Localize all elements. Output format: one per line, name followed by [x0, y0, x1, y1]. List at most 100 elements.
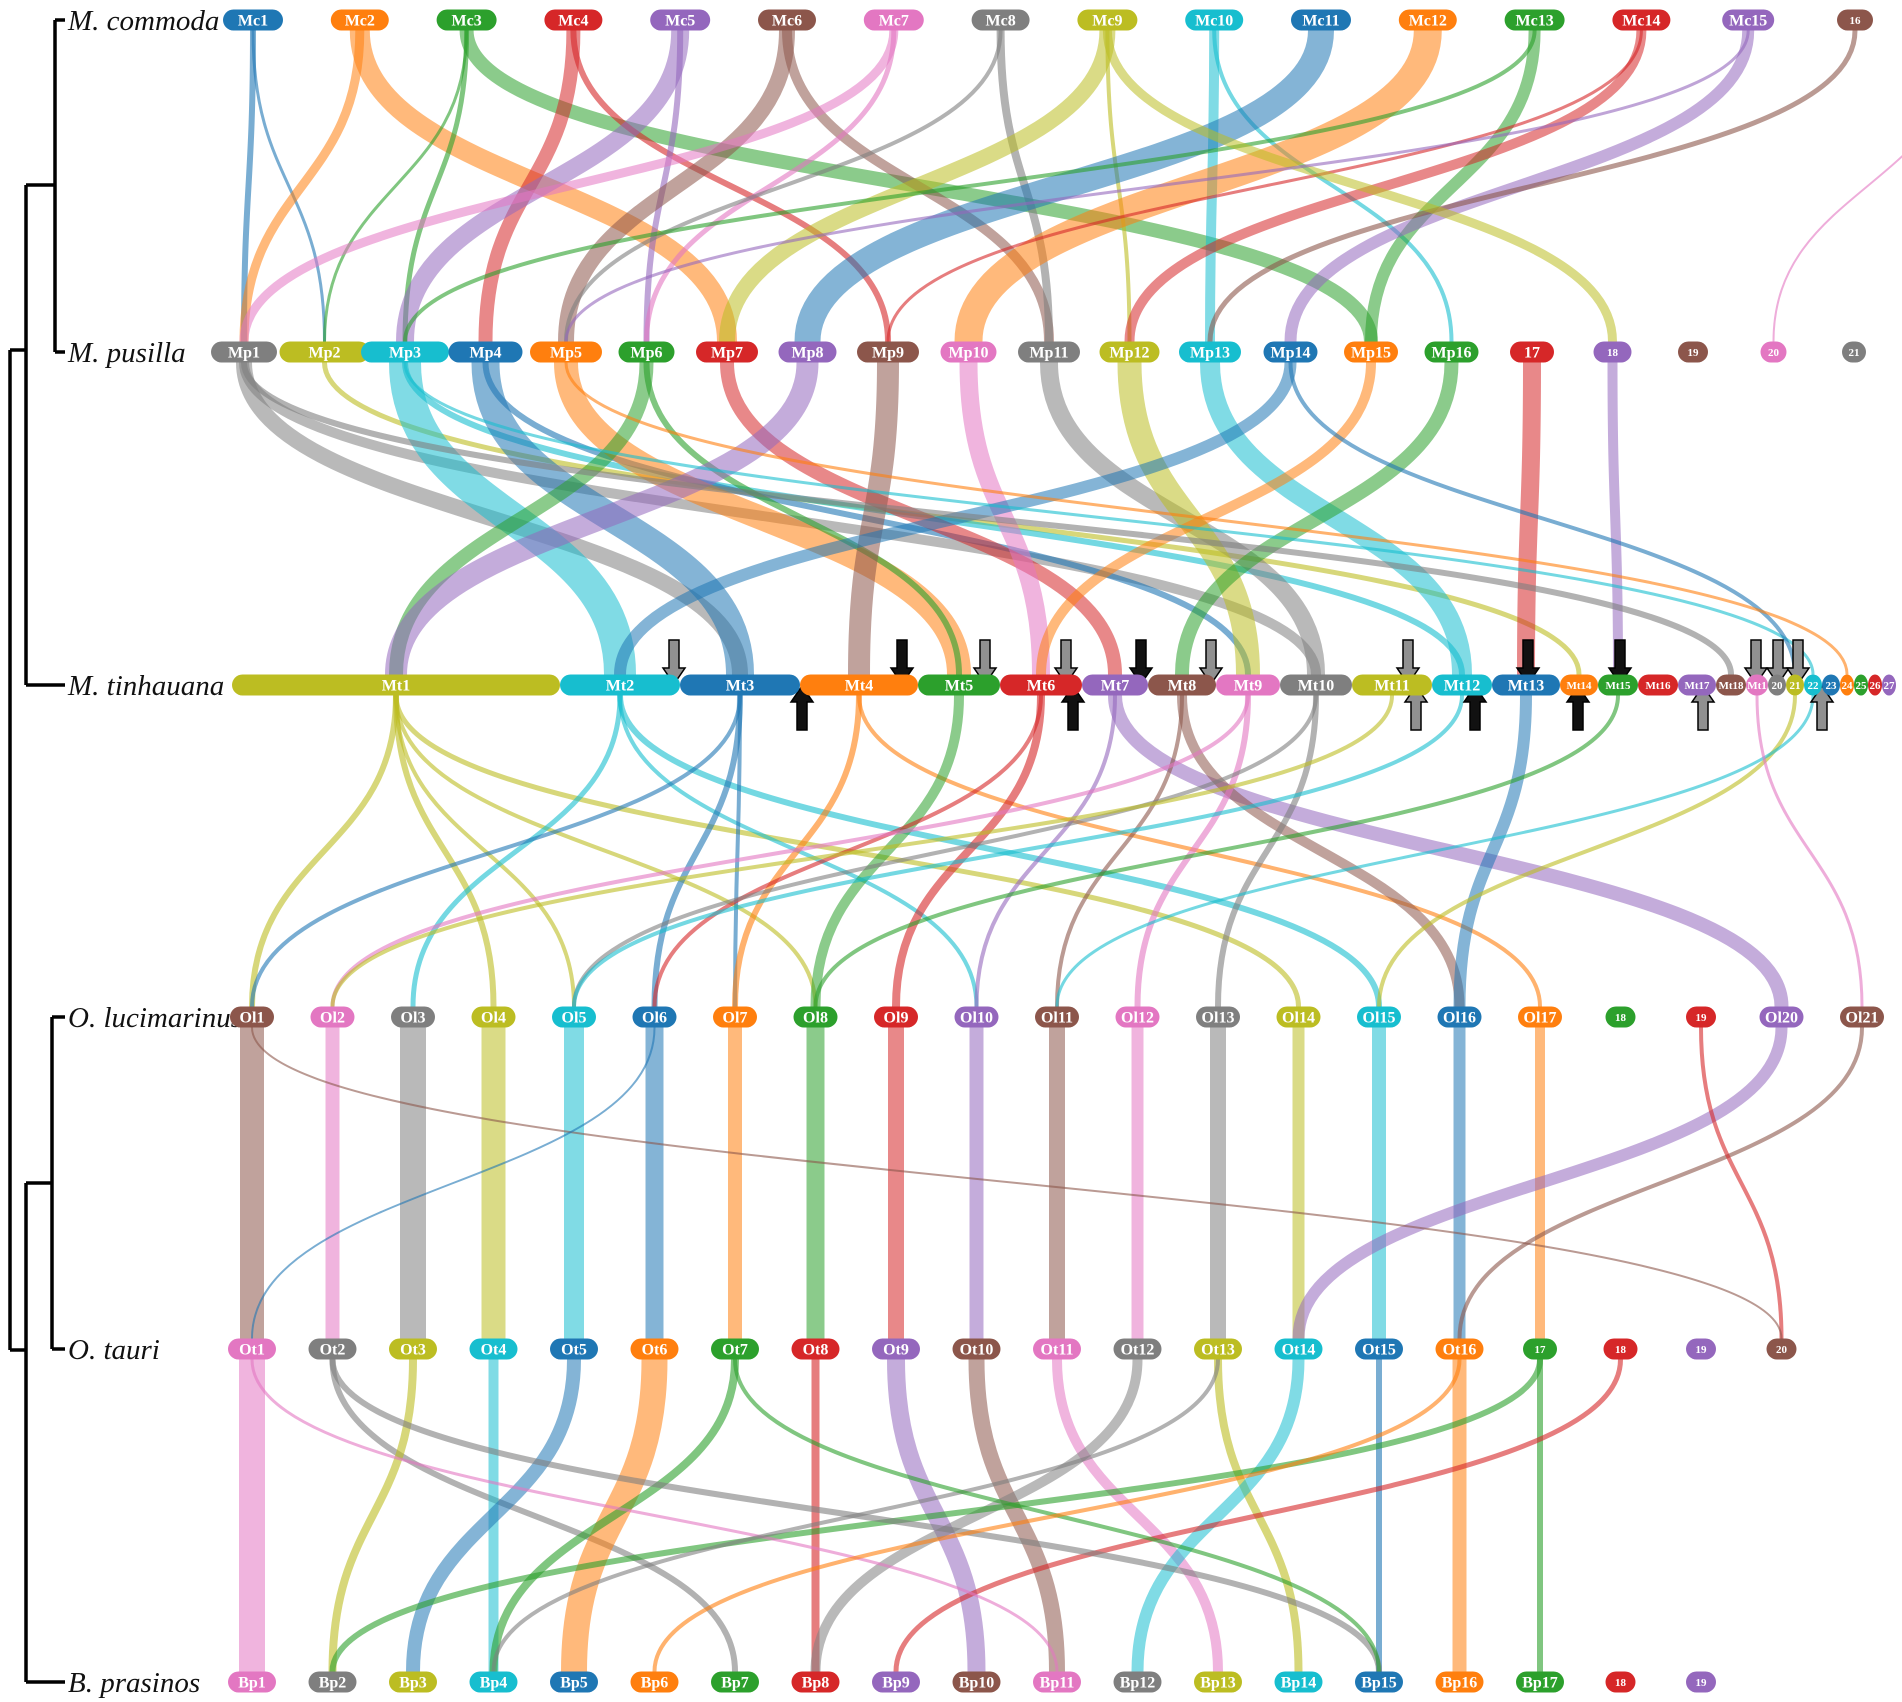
- chromosome-bar: [857, 341, 919, 363]
- chromosome-label: Ot9: [883, 1342, 909, 1359]
- chromosome-label: Mt9: [1234, 678, 1262, 695]
- chromosome-bar: [1638, 674, 1678, 696]
- chromosome-label: Mt10: [1298, 678, 1334, 695]
- track-0: Mc1 Mc2 Mc3 Mc4 Mc5 Mc6 Mc7 Mc8 Mc9 Mc10 Mc11 Mc12 M…: [223, 9, 1873, 31]
- synteny-link: [968, 1359, 1065, 1672]
- synteny-link: [651, 695, 743, 1007]
- synteny-link: [489, 1359, 739, 1672]
- synteny-link: [1365, 30, 1541, 342]
- chromosome-label: Mt1: [382, 678, 410, 695]
- chromosome-bar: [1842, 341, 1866, 363]
- chromosome-bar: [791, 1671, 840, 1693]
- synteny-link: [813, 695, 1620, 1007]
- synteny-link: [617, 695, 1382, 1007]
- chromosome-bar: [1435, 1671, 1484, 1693]
- chromosome-label: Mp14: [1271, 345, 1311, 362]
- chromosome-bar: [1274, 1338, 1323, 1360]
- synteny-link: [974, 695, 1117, 1007]
- synteny-link: [406, 1359, 581, 1672]
- chromosome-bar: [711, 1671, 759, 1693]
- chromosome-bar: [1216, 674, 1280, 696]
- chromosome-bar: [308, 1338, 357, 1360]
- synteny-link: [1699, 1027, 1784, 1339]
- chromosome-bar: [872, 1671, 920, 1693]
- synteny-link: [241, 30, 256, 342]
- chromosome-label: Ol20: [1765, 1010, 1798, 1027]
- chromosome-bar: [1603, 1338, 1638, 1360]
- chromosome-bar: [223, 9, 283, 31]
- chromosome-label: Mc10: [1195, 13, 1233, 30]
- synteny-link: [1292, 1027, 1788, 1339]
- chromosome-label: 17: [1535, 1344, 1547, 1356]
- chromosome-bar: [1113, 1338, 1162, 1360]
- synteny-link: [652, 695, 1043, 1007]
- chromosome-bar: [1437, 1006, 1482, 1028]
- chromosome-label: Mp6: [631, 345, 663, 362]
- chromosome-bar: [1148, 674, 1216, 696]
- synteny-link: [251, 1027, 1783, 1339]
- chromosome-bar: [1355, 1338, 1403, 1360]
- synteny-link: [794, 29, 1334, 343]
- chromosome-label: Mt4: [845, 678, 873, 695]
- chromosome-label: 18: [1615, 1677, 1627, 1689]
- chromosome-label: Ol2: [320, 1010, 345, 1027]
- chromosome-bar: [1424, 341, 1479, 363]
- chromosome-label: Bp17: [1522, 1675, 1558, 1692]
- chromosome-label: Bp12: [1120, 1675, 1156, 1692]
- track-2: Mt1 Mt2 Mt3 Mt4 Mt5 Mt6 Mt7 Mt8 Mt9 Mt10 Mt11 Mt12 M…: [232, 674, 1896, 696]
- synteny-link: [393, 695, 497, 1007]
- synteny-link: [1052, 1359, 1223, 1672]
- synteny-link: [396, 30, 690, 342]
- synteny-link: [614, 362, 1297, 675]
- synteny-link: [1215, 695, 1319, 1007]
- chromosome-label: Mt18: [1718, 680, 1744, 692]
- chromosome-bar: [1492, 674, 1560, 696]
- synteny-link: [1772, 154, 1902, 342]
- synteny-link: [810, 695, 964, 1007]
- chromosome-label: Ot8: [803, 1342, 829, 1359]
- chromosome-label: Mc11: [1302, 13, 1339, 30]
- synteny-link: [886, 30, 1643, 342]
- chromosome-bar: [618, 341, 675, 363]
- track-3: Ol1 Ol2 Ol3 Ol4 Ol5 Ol6 Ol7 Ol8 Ol9 Ol10 Ol11 Ol12 O…: [230, 1006, 1884, 1028]
- chromosome-label: Mp9: [872, 345, 904, 362]
- synteny-link: [848, 362, 899, 675]
- chromosome-label: Ot5: [561, 1342, 587, 1359]
- chromosome-label: Ol14: [1282, 1010, 1315, 1027]
- synteny-link: [857, 695, 1542, 1007]
- synteny-link: [572, 695, 1318, 1007]
- rearrangement-arrow: [1198, 639, 1224, 686]
- chromosome-label: Mt1: [1747, 680, 1767, 692]
- species-label-m-commoda: M. commoda: [67, 5, 219, 37]
- chromosome-bar: [1686, 1006, 1716, 1028]
- chromosome-bar: [1033, 1338, 1081, 1360]
- chromosome-label: Ol1: [240, 1010, 265, 1027]
- chromosome-bar: [1185, 9, 1244, 31]
- chromosome-bar: [680, 674, 800, 696]
- chromosome-label: Ol12: [1121, 1010, 1154, 1027]
- synteny-link: [1284, 30, 1755, 342]
- chromosome-label: Ot13: [1201, 1342, 1235, 1359]
- chromosome-bar: [1882, 674, 1896, 696]
- synteny-link: [954, 29, 1442, 343]
- track-4: Ot1 Ot2 Ot3 Ot4 Ot5 Ot6 Ot7 Ot8 Ot9 Ot10 Ot11 Ot12 O…: [228, 1338, 1797, 1360]
- synteny-link: [491, 1359, 1220, 1672]
- chromosome-label: Bp10: [959, 1675, 995, 1692]
- chromosome-bar: [1840, 674, 1854, 696]
- chromosome-bar: [1722, 9, 1775, 31]
- chromosome-bar: [940, 341, 997, 363]
- chromosome-bar: [954, 1006, 999, 1028]
- chromosome-bar: [1352, 674, 1432, 696]
- chromosome-label: Mt5: [945, 678, 973, 695]
- chromosome-label: Ol9: [884, 1010, 909, 1027]
- chromosome-label: Ot2: [320, 1342, 346, 1359]
- chromosome-label: Mc13: [1515, 13, 1553, 30]
- synteny-link: [554, 361, 971, 676]
- chromosome-bar: [279, 341, 370, 363]
- chromosome-bar: [1746, 674, 1768, 696]
- chromosome-bar: [630, 1671, 679, 1693]
- chromosome-label: Mc4: [558, 13, 588, 30]
- synteny-link: [330, 695, 1250, 1007]
- species-label-m-tinhauana: M. tinhauana: [67, 670, 224, 702]
- chromosome-bar: [469, 1338, 518, 1360]
